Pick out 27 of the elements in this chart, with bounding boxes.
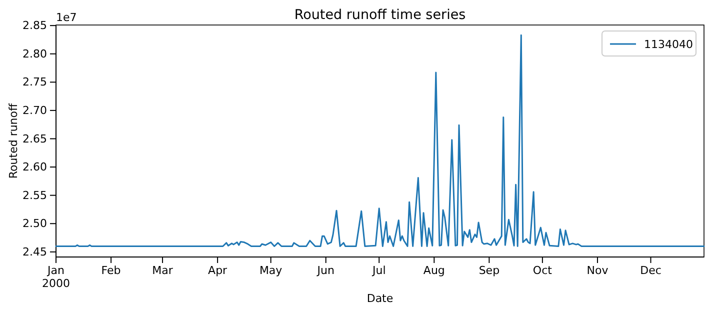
x-tick-label: Jul bbox=[371, 264, 386, 277]
text: 1e7 bbox=[56, 11, 77, 24]
y-tick-label: 2.45 bbox=[22, 245, 47, 258]
y-tick-label: 2.85 bbox=[22, 19, 47, 32]
legend-label: 1134040 bbox=[644, 38, 693, 51]
chart-title: Routed runoff time series bbox=[294, 7, 466, 23]
x-axis-title: Date bbox=[366, 292, 394, 305]
x-tick-label: Feb bbox=[101, 264, 121, 277]
y-tick-label: 2.60 bbox=[22, 160, 47, 174]
x-tick-label: Oct bbox=[532, 264, 553, 277]
y-tick-label: 2.80 bbox=[22, 47, 47, 60]
x-tick-label: Sep bbox=[478, 264, 500, 277]
y-tick-label: 2.70 bbox=[22, 104, 47, 117]
y-axis-title: Routed runoff bbox=[7, 102, 20, 179]
line-series bbox=[55, 34, 705, 247]
x-tick-label: Nov bbox=[586, 264, 609, 277]
x-tick-label: May bbox=[259, 264, 283, 277]
x-tick-label: Apr bbox=[208, 264, 228, 277]
x-tick-label: Jan 2000 bbox=[42, 264, 70, 290]
x-tick-label: Dec bbox=[640, 264, 662, 277]
x-tick-label: Jun bbox=[316, 264, 334, 277]
y-tick-label: 2.65 bbox=[22, 132, 47, 146]
y-tick-label: 2.55 bbox=[22, 188, 47, 202]
x-tick-label: Aug bbox=[423, 264, 445, 277]
y-tick-label: 2.50 bbox=[22, 217, 47, 230]
x-tick-label: Mar bbox=[152, 264, 174, 277]
y-tick-label: 2.75 bbox=[22, 76, 47, 89]
